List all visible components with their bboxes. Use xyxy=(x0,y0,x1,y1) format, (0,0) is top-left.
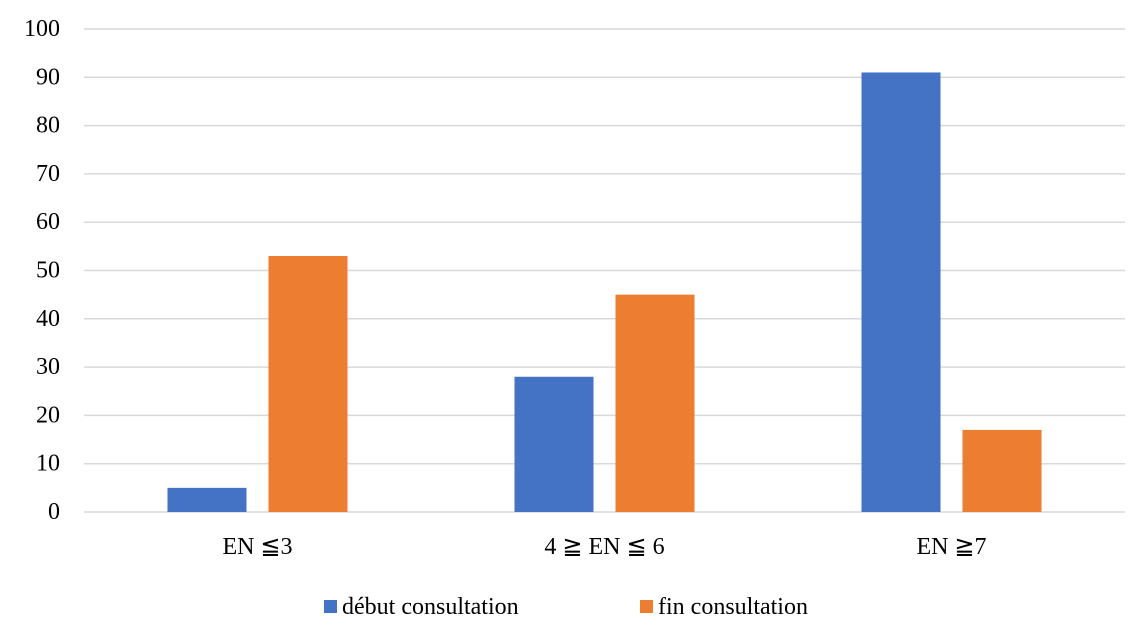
y-tick-label: 50 xyxy=(36,258,60,284)
legend-label: début consultation xyxy=(342,594,519,620)
x-axis-tick-labels: EN ≦3 4 ≧ EN ≦ 6 EN ≧7 xyxy=(222,534,986,560)
y-tick-label: 80 xyxy=(36,113,60,139)
y-axis-tick-labels: 0 10 20 30 40 50 60 70 80 90 100 xyxy=(24,16,60,525)
y-tick-label: 10 xyxy=(36,451,60,477)
bar xyxy=(962,429,1042,512)
y-tick-label: 40 xyxy=(36,306,60,332)
x-tick-label: EN ≧7 xyxy=(916,534,986,560)
legend: début consultation fin consultation xyxy=(324,594,808,620)
y-tick-label: 0 xyxy=(48,499,60,525)
bar xyxy=(615,294,695,512)
y-tick-label: 90 xyxy=(36,64,60,90)
bars xyxy=(167,72,1042,512)
y-tick-label: 20 xyxy=(36,402,60,428)
x-tick-label: EN ≦3 xyxy=(222,534,292,560)
x-tick-label: 4 ≧ EN ≦ 6 xyxy=(544,534,664,560)
bar xyxy=(268,256,348,512)
y-tick-label: 100 xyxy=(24,16,60,42)
bar xyxy=(514,376,594,512)
y-tick-label: 30 xyxy=(36,354,60,380)
legend-swatch xyxy=(324,600,337,613)
y-tick-label: 60 xyxy=(36,209,60,235)
legend-swatch xyxy=(640,600,653,613)
y-tick-label: 70 xyxy=(36,161,60,187)
bar xyxy=(167,487,247,512)
bar xyxy=(861,72,941,512)
gridlines xyxy=(84,28,1125,513)
legend-label: fin consultation xyxy=(658,594,808,620)
